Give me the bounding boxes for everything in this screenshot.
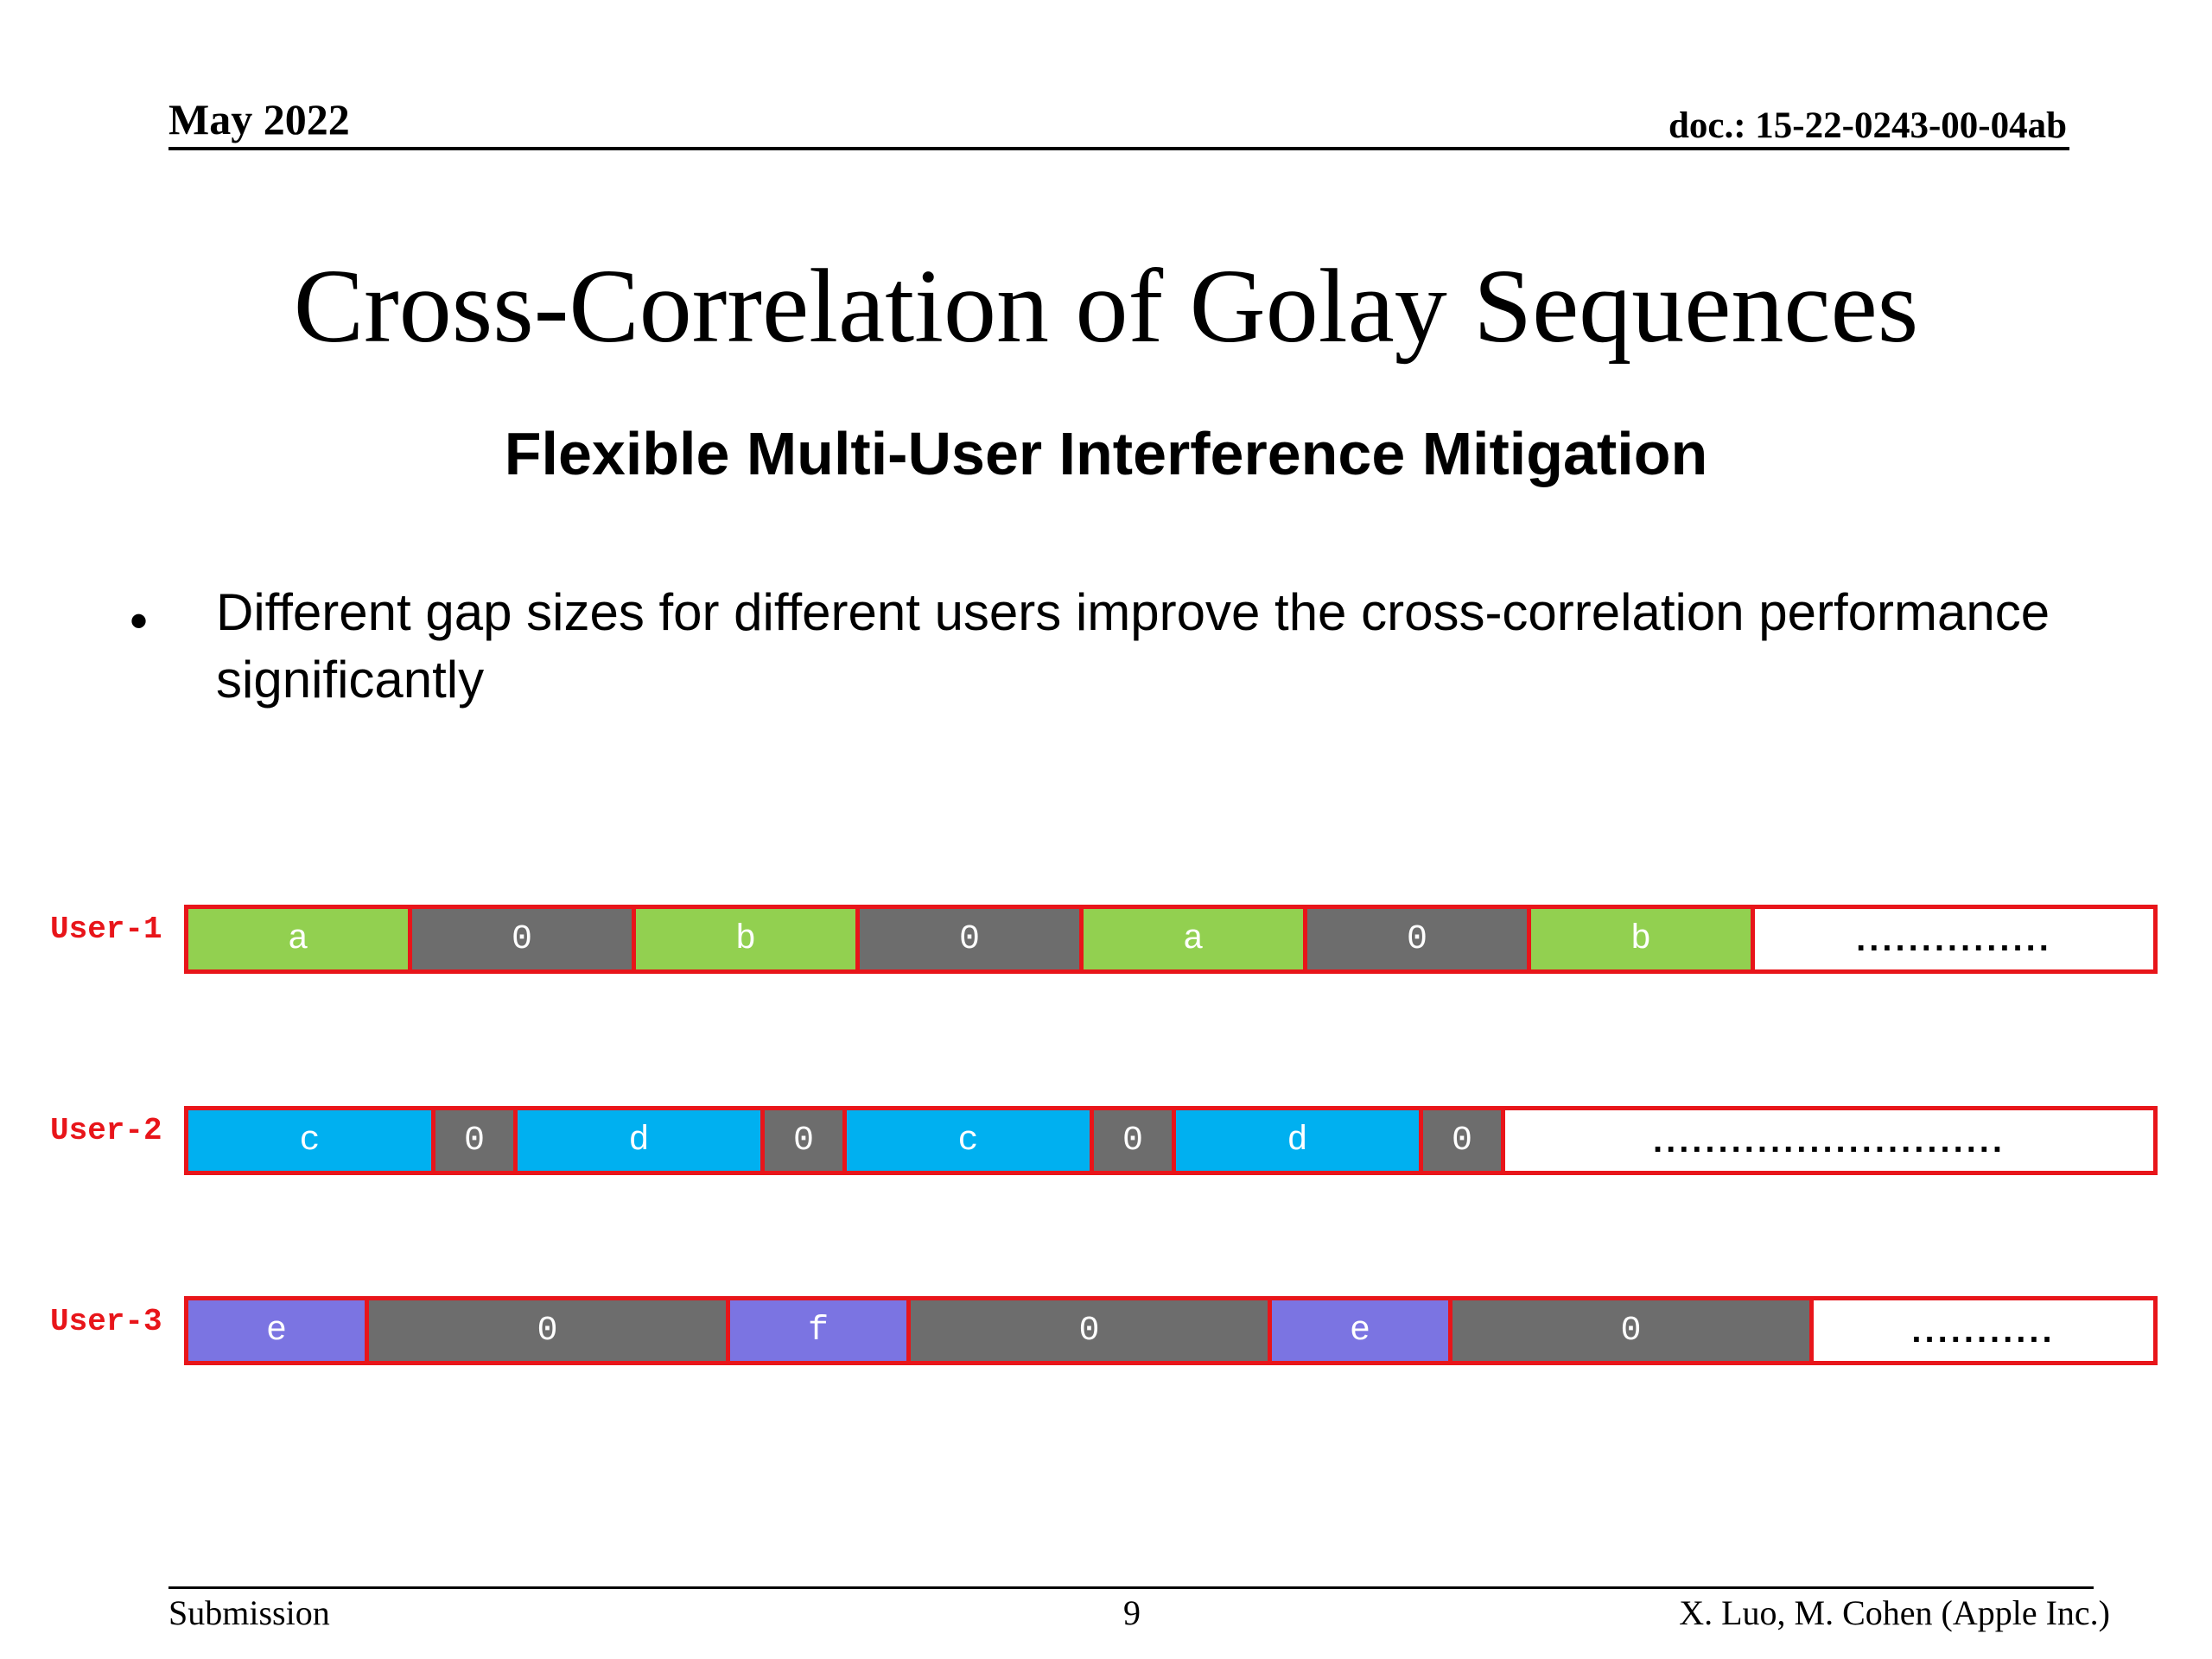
zero-gap-segment: 0 — [369, 1300, 730, 1361]
sequence-continuation: ........................... — [1505, 1110, 2153, 1171]
user-2-sequence: c 0 d 0 c 0 d 0........................... — [184, 1106, 2158, 1175]
zero-gap-segment: 0 — [860, 909, 1084, 969]
zero-gap-segment: 0 — [765, 1110, 847, 1171]
sequence-segment-b: b — [1531, 909, 1755, 969]
footer-rule — [168, 1586, 2094, 1589]
sequence-segment-c: c — [188, 1110, 435, 1171]
header-doc-number: doc.: 15-22-0243-00-04ab — [1668, 105, 2067, 146]
sequence-segment-c: c — [847, 1110, 1094, 1171]
sequence-continuation: ........... — [1814, 1300, 2153, 1361]
header-rule — [168, 147, 2069, 150]
user-3-label: User-3 — [50, 1304, 162, 1339]
slide-title: Cross-Correlation of Golay Sequences — [293, 248, 1919, 365]
user-3-sequence: e 0 f 0 e 0........... — [184, 1296, 2158, 1365]
sequence-segment-a: a — [1084, 909, 1307, 969]
sequence-continuation: ............... — [1755, 909, 2153, 969]
bullet-text: Different gap sizes for different users … — [216, 583, 2050, 709]
zero-gap-segment: 0 — [1423, 1110, 1505, 1171]
footer-submission: Submission — [168, 1593, 330, 1632]
slide-subtitle: Flexible Multi-User Interference Mitigat… — [504, 420, 1708, 487]
zero-gap-segment: 0 — [1452, 1300, 1814, 1361]
sequence-segment-b: b — [636, 909, 860, 969]
sequence-segment-d: d — [518, 1110, 765, 1171]
zero-gap-segment: 0 — [1094, 1110, 1176, 1171]
sequence-segment-d: d — [1176, 1110, 1423, 1171]
user-1-label: User-1 — [50, 912, 162, 947]
sequence-segment-e: e — [1272, 1300, 1452, 1361]
header-date: May 2022 — [168, 95, 350, 143]
sequence-segment-f: f — [730, 1300, 911, 1361]
zero-gap-segment: 0 — [911, 1300, 1272, 1361]
user-1-sequence: a 0 b 0 a 0 b............... — [184, 905, 2158, 974]
zero-gap-segment: 0 — [1307, 909, 1531, 969]
footer-authors: X. Luo, M. Cohen (Apple Inc.) — [1679, 1593, 2110, 1632]
bullet-icon: • — [130, 592, 149, 650]
zero-gap-segment: 0 — [412, 909, 636, 969]
footer-page-number: 9 — [1123, 1593, 1141, 1632]
sequence-segment-a: a — [188, 909, 412, 969]
sequence-segment-e: e — [188, 1300, 369, 1361]
user-2-label: User-2 — [50, 1113, 162, 1148]
zero-gap-segment: 0 — [435, 1110, 518, 1171]
